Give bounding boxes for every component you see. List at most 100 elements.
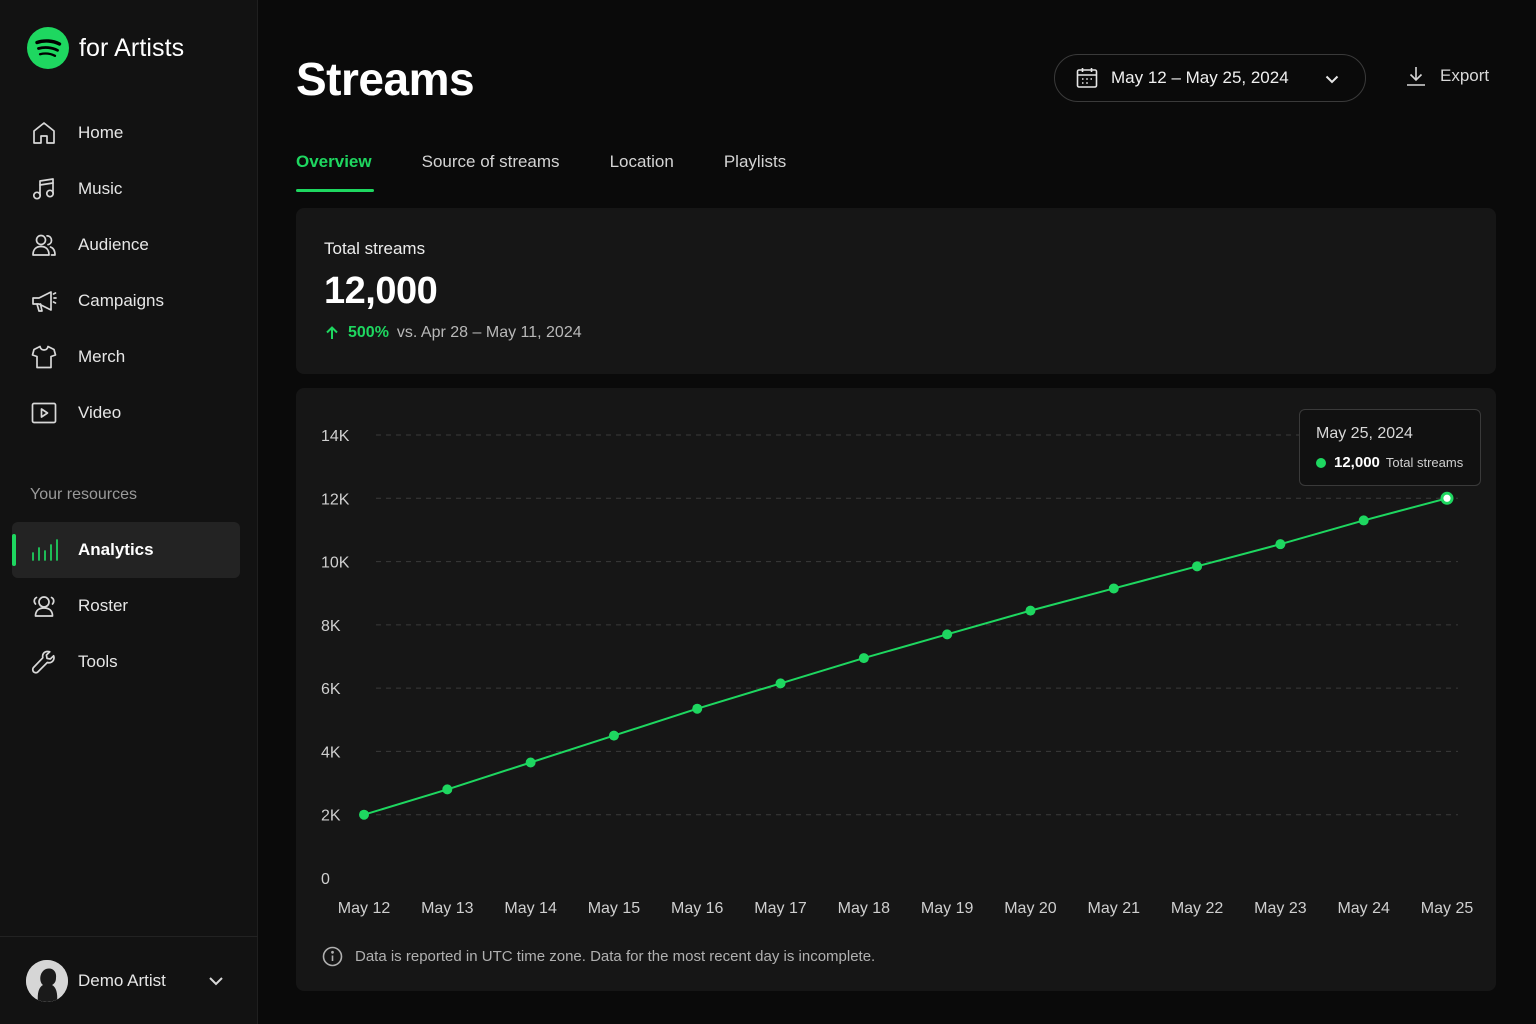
tab-source-of-streams[interactable]: Source of streams [421,152,560,171]
spotify-logo-icon [27,27,69,69]
x-tick-label: May 19 [921,900,974,917]
x-tick-label: May 18 [838,900,891,917]
resources-nav: Analytics Roster Tools [0,522,258,690]
resources-section-label: Your resources [30,486,138,503]
data-point [1192,561,1203,572]
shirt-icon [30,343,58,371]
x-tick-label: May 20 [1004,900,1057,917]
sidebar-item-audience[interactable]: Audience [0,217,258,273]
sidebar-item-label: Tools [78,652,118,671]
user-menu[interactable]: Demo Artist [0,936,258,1024]
audience-icon [30,231,58,259]
sidebar-item-label: Home [78,123,124,142]
tab-location[interactable]: Location [609,152,674,171]
change-indicator: 500% vs. Apr 28 – May 11, 2024 [324,324,582,342]
y-tick-label: 14K [321,428,350,445]
data-point [942,629,953,640]
x-tick-label: May 21 [1088,900,1141,917]
tab-bar: Overview Source of streams Location Play… [296,148,836,192]
sidebar-item-roster[interactable]: Roster [0,578,258,634]
total-streams-value: 12,000 [324,270,438,312]
x-tick-label: May 23 [1254,900,1307,917]
tab-playlists[interactable]: Playlists [723,152,787,171]
sidebar-item-home[interactable]: Home [0,105,258,161]
data-point [1358,515,1369,526]
sidebar-item-merch[interactable]: Merch [0,329,258,385]
tooltip-label: Total streams [1385,455,1464,470]
video-play-icon [30,399,58,427]
sidebar-item-label: Campaigns [78,291,164,310]
streams-line-chart[interactable]: 0 2K 4K 6K 8K 10K 12K 14K May 12 May 13 May 14 May … [296,388,1496,991]
chart-footnote: Data is reported in UTC time zone. Data … [322,946,875,967]
sidebar-item-tools[interactable]: Tools [0,634,258,690]
bar-chart-icon [30,536,58,564]
x-tick-label: May 16 [671,900,724,917]
sidebar-item-label: Audience [78,235,149,254]
chevron-down-icon[interactable] [206,971,226,991]
sidebar-item-label: Roster [78,596,129,615]
series-line [363,497,1448,816]
calendar-icon [1076,68,1098,88]
sidebar-item-label: Merch [78,347,126,366]
brand-name: for Artists [79,33,185,62]
data-point [692,703,703,714]
sidebar-item-label: Music [78,179,123,198]
tooltip-date: May 25, 2024 [1316,425,1413,442]
sidebar-item-label: Video [78,403,122,422]
y-tick-label: 0 [321,871,330,888]
y-tick-label: 12K [321,491,350,508]
music-note-icon [30,175,58,203]
brand[interactable]: for Artists [27,27,184,69]
data-point [1108,583,1119,594]
data-point [1275,539,1286,550]
export-label: Export [1440,66,1490,85]
x-tick-label: May 24 [1337,900,1390,917]
roster-icon [30,592,58,620]
sidebar-item-video[interactable]: Video [0,385,258,441]
streams-chart-card: 0 2K 4K 6K 8K 10K 12K 14K May 12 May 13 May 14 May … [296,388,1496,991]
export-button[interactable]: Export [1404,64,1489,88]
total-streams-label: Total streams [324,239,426,258]
footnote-text: Data is reported in UTC time zone. Data … [355,948,876,965]
x-tick-label: May 15 [588,900,641,917]
x-tick-label: May 13 [421,900,474,917]
data-point [775,678,786,689]
megaphone-icon [30,287,58,315]
wrench-icon [30,648,58,676]
info-icon [322,946,343,967]
y-tick-label: 6K [321,681,341,698]
sidebar-item-analytics[interactable]: Analytics [12,522,240,578]
data-point [608,730,619,741]
comparison-period: vs. Apr 28 – May 11, 2024 [396,324,582,341]
data-point [1025,605,1036,616]
data-point [442,784,453,795]
chart-tooltip: May 25, 2024 12,000 Total streams [1299,409,1481,486]
user-name: Demo Artist [78,970,166,990]
download-icon [1407,67,1425,86]
sidebar-item-campaigns[interactable]: Campaigns [0,273,258,329]
main-nav: Home Music Audience Campaigns Merch Vide… [0,105,258,441]
sidebar: for Artists Home Music Audience Campaign… [0,0,258,1024]
y-tick-label: 8K [321,618,341,635]
sidebar-item-music[interactable]: Music [0,161,258,217]
data-point [858,653,869,664]
home-icon [30,119,58,147]
highlight-point [1443,494,1451,502]
chevron-down-icon [1325,75,1339,84]
date-range-picker[interactable]: May 12 – May 25, 2024 [1054,54,1366,102]
y-tick-label: 4K [321,744,341,761]
x-tick-label: May 17 [754,900,807,917]
artist-avatar-icon [26,959,68,1002]
series-dot [1316,457,1326,468]
x-tick-label: May 25 [1421,900,1474,917]
change-percent: 500% [348,324,389,341]
y-tick-label: 2K [321,808,341,825]
date-range-text: May 12 – May 25, 2024 [1111,68,1289,87]
avatar [26,959,68,1002]
data-point [525,757,536,768]
tooltip-value: 12,000 [1334,454,1380,471]
sidebar-item-label: Analytics [78,540,154,559]
y-tick-label: 10K [321,555,350,572]
tab-overview[interactable]: Overview [296,148,374,192]
x-tick-label: May 22 [1171,900,1224,917]
